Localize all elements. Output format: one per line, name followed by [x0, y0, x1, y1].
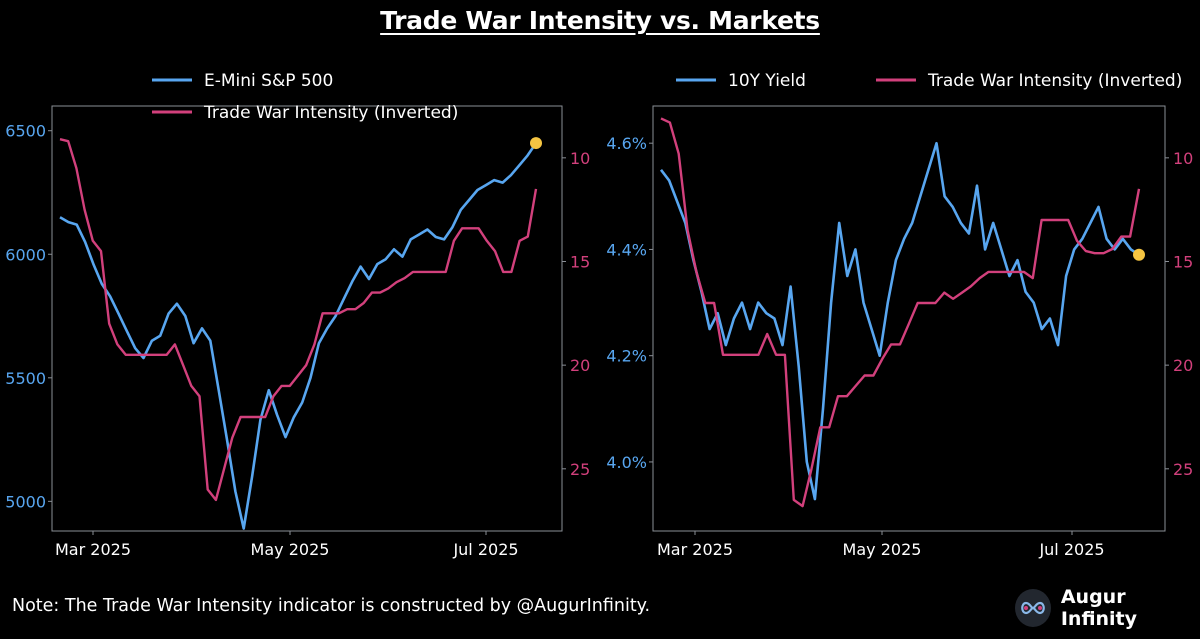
series-line-primary [659, 141, 1140, 501]
plot-frame [652, 105, 1166, 532]
brand-name: Augur Infinity [1060, 586, 1138, 630]
plot-frame [51, 105, 563, 532]
x-tick-label: Mar 2025 [657, 540, 733, 559]
legend-label: 10Y Yield [728, 71, 806, 91]
series-line-intensity [59, 138, 538, 502]
infinity-icon [1015, 589, 1051, 627]
x-tick-label: Jul 2025 [1038, 540, 1104, 559]
series-line-intensity [660, 117, 1141, 508]
right-tick-label: 10 [570, 149, 590, 168]
chart-panel-1: 5000 5500 6000 6500 10 15 20 25 Mar 2025 May 2025… [5, 71, 590, 559]
x-tick-label: Jul 2025 [452, 540, 518, 559]
left-tick-label: 6000 [5, 245, 46, 264]
x-tick-label: May 2025 [843, 540, 922, 559]
series-line-primary [59, 142, 538, 530]
x-tick-label: Mar 2025 [55, 540, 131, 559]
left-tick-label: 6500 [5, 122, 46, 141]
brand-badge[interactable]: Augur Infinity [1015, 586, 1200, 630]
right-tick-label: 15 [570, 252, 590, 271]
chart-panel-2: 4.0% 4.2% 4.4% 4.6% 10 15 20 25 Mar 2025 May 2025… [606, 71, 1193, 559]
legend: 10Y Yield Trade War Intensity (Inverted) [676, 71, 1182, 91]
left-tick-label: 5500 [5, 369, 46, 388]
left-tick-label: 4.0% [606, 453, 647, 472]
left-tick-label: 5000 [5, 492, 46, 511]
legend: E-Mini S&P 500 Trade War Intensity (Inver… [152, 71, 458, 123]
latest-value-dot [530, 137, 542, 150]
x-tick-label: May 2025 [251, 540, 330, 559]
right-tick-label: 25 [570, 460, 590, 479]
left-tick-label: 4.2% [606, 347, 647, 366]
left-tick-label: 4.4% [606, 240, 647, 259]
legend-label: Trade War Intensity (Inverted) [927, 71, 1182, 91]
legend-label: E-Mini S&P 500 [204, 71, 333, 91]
chart-title: Trade War Intensity vs. Markets [380, 6, 820, 35]
right-tick-label: 20 [570, 356, 590, 375]
latest-value-dot [1133, 248, 1145, 261]
footnote: Note: The Trade War Intensity indicator … [12, 596, 651, 616]
right-tick-label: 20 [1173, 356, 1193, 375]
right-tick-label: 25 [1173, 460, 1193, 479]
right-tick-label: 10 [1173, 149, 1193, 168]
legend-label: Trade War Intensity (Inverted) [203, 103, 458, 123]
left-tick-label: 4.6% [606, 134, 647, 153]
right-tick-label: 15 [1173, 252, 1193, 271]
